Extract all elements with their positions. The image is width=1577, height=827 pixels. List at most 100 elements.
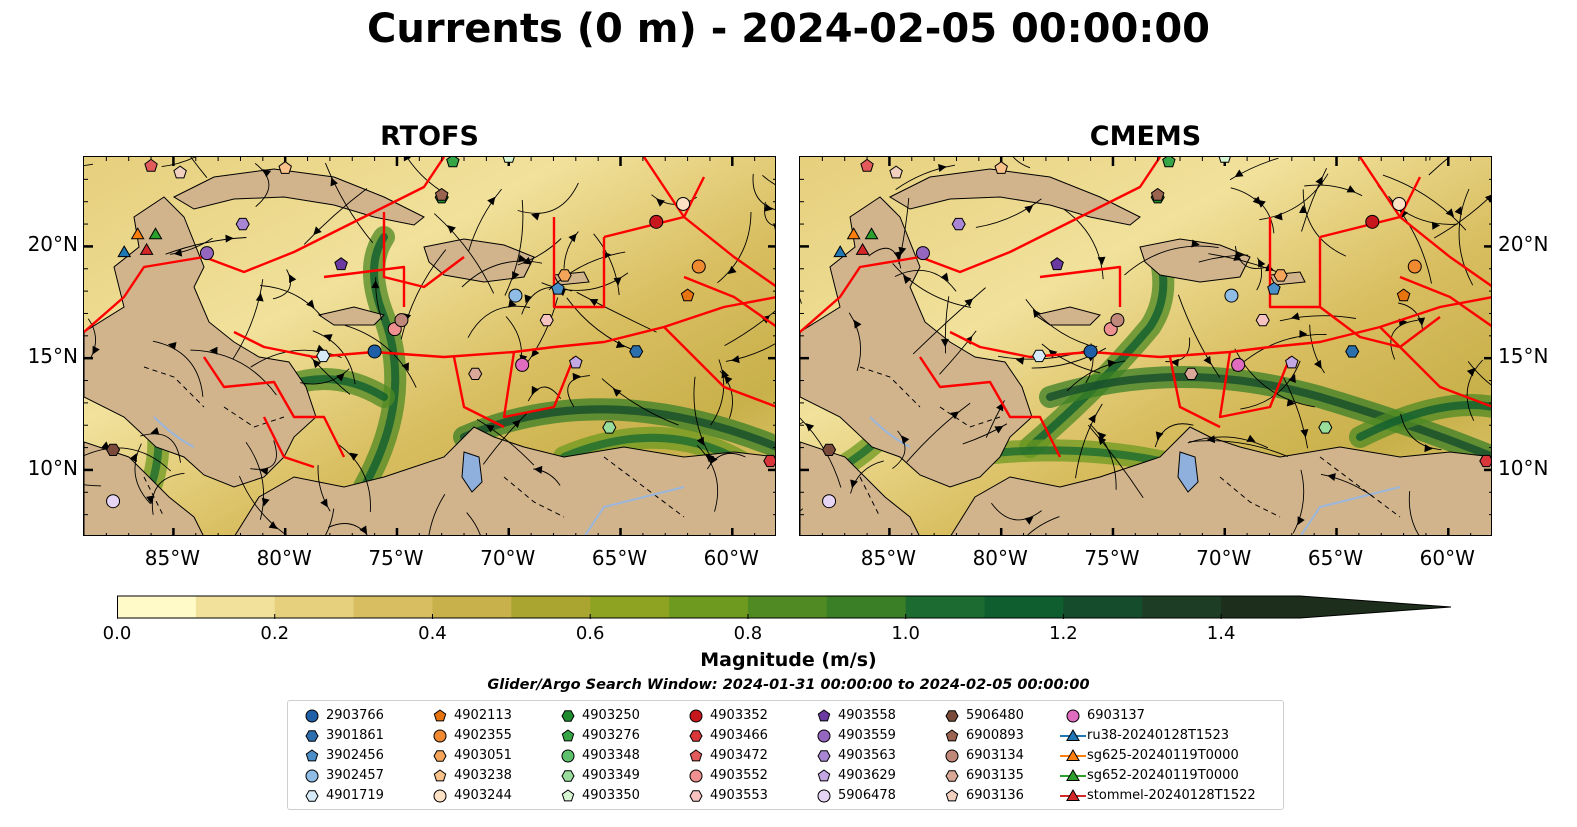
float-marker (515, 357, 530, 372)
float-marker (889, 165, 903, 179)
float-marker (434, 187, 449, 201)
legend-label: 6903136 (966, 788, 1024, 803)
float-marker (539, 314, 554, 327)
float-marker (1345, 345, 1360, 358)
colorbar-tick-label: 1.2 (1049, 623, 1078, 644)
legend-marker-icon (561, 729, 575, 742)
legend-label: 4903552 (710, 768, 768, 783)
colorbar (117, 595, 1452, 619)
float-marker (1479, 454, 1491, 468)
longitude-tick-label: 75°W (368, 546, 424, 570)
float-marker (106, 443, 121, 456)
legend-marker-icon (1060, 749, 1086, 761)
legend-marker-icon (305, 730, 319, 742)
legend-label: 4903558 (838, 708, 896, 723)
legend-marker-icon (433, 709, 447, 722)
colorbar-segment (432, 596, 512, 618)
glider-marker (864, 227, 879, 240)
float-marker (994, 161, 1008, 174)
float-marker (1392, 196, 1407, 211)
colorbar-tick-label: 1.4 (1206, 623, 1236, 644)
legend-label: 4903349 (582, 768, 640, 783)
legend-label: 5906480 (966, 708, 1024, 723)
colorbar-tick-label: 0.2 (260, 623, 290, 644)
panel-title-cmems: CMEMS (1089, 121, 1202, 152)
longitude-tick-label: 80°W (972, 546, 1028, 570)
latitude-tick-label: 15°N (27, 344, 78, 369)
legend-marker-icon (945, 749, 959, 763)
float-marker (468, 367, 483, 380)
glider-marker (139, 242, 154, 255)
float-marker (1224, 288, 1239, 303)
float-marker (1032, 349, 1047, 363)
longitude-tick-label: 70°W (1196, 546, 1252, 570)
float-marker (822, 443, 837, 456)
legend-label: 4903238 (454, 768, 512, 783)
float-marker (557, 269, 572, 282)
colorbar-segment (117, 596, 197, 618)
float-marker (629, 345, 644, 358)
colorbar-tick-label: 0.6 (575, 623, 605, 644)
float-marker (676, 196, 691, 211)
legend-marker-icon (689, 769, 703, 783)
latitude-tick-label: 15°N (1498, 344, 1549, 369)
latitude-tick-label: 20°N (27, 232, 78, 257)
legend-marker-icon (433, 729, 447, 743)
float-marker (199, 246, 214, 261)
legend-label: 4903472 (710, 748, 768, 763)
colorbar-segment (195, 596, 276, 618)
legend-marker-icon (433, 789, 447, 803)
legend-label: 6900893 (966, 728, 1024, 743)
colorbar-segment (747, 596, 828, 618)
glider-marker (846, 227, 861, 240)
legend-marker-icon (817, 709, 831, 722)
float-marker (569, 355, 583, 369)
float-marker (1318, 421, 1333, 434)
float-marker (1365, 214, 1380, 229)
legend-marker-icon (1060, 729, 1086, 741)
legend-label: sg625-20240119T0000 (1087, 748, 1239, 763)
float-marker (278, 161, 292, 174)
colorbar-segment (1142, 596, 1222, 618)
legend-marker-icon (689, 709, 703, 723)
legend-label: 4903244 (454, 788, 512, 803)
legend-marker-icon (945, 789, 959, 802)
float-marker (1184, 367, 1199, 380)
colorbar-segment (1063, 596, 1143, 618)
legend-marker-icon (305, 749, 319, 762)
legend-label: 4903276 (582, 728, 640, 743)
search-window-text: Glider/Argo Search Window: 2024-01-31 00… (487, 677, 1090, 693)
longitude-tick-label: 70°W (480, 546, 536, 570)
legend-marker-icon (817, 750, 831, 762)
float-marker (1083, 344, 1098, 359)
legend-label: ru38-20240128T1523 (1087, 728, 1230, 743)
legend-marker-icon (433, 750, 447, 762)
legend-label: 6903135 (966, 768, 1024, 783)
float-marker (822, 494, 837, 509)
colorbar-segment (1221, 596, 1301, 618)
float-marker (106, 494, 121, 509)
panel-title-rtofs: RTOFS (380, 121, 479, 152)
longitude-tick-label: 75°W (1084, 546, 1140, 570)
legend-marker-icon (689, 730, 703, 742)
float-marker (1273, 269, 1288, 282)
legend-marker-icon (1060, 789, 1086, 801)
legend-marker-icon (305, 709, 319, 723)
colorbar-tick-label: 1.0 (891, 623, 920, 644)
latitude-tick-label: 10°N (27, 455, 78, 480)
float-marker (602, 421, 617, 434)
legend-label: stommel-20240128T1522 (1087, 788, 1256, 803)
legend-label: 4903051 (454, 748, 512, 763)
latitude-tick-label: 10°N (1498, 455, 1549, 480)
float-marker (915, 246, 930, 261)
longitude-tick-label: 60°W (1419, 546, 1475, 570)
legend-label: 3902457 (326, 768, 384, 783)
colorbar-tick-label: 0.0 (102, 623, 132, 644)
legend-label: 2903766 (326, 708, 384, 723)
colorbar-tick-label: 0.4 (418, 623, 447, 644)
float-marker (367, 344, 382, 359)
legend-label: 3902456 (326, 748, 384, 763)
legend-marker-icon (817, 769, 831, 782)
float-marker (316, 349, 331, 363)
legend-marker-icon (305, 790, 319, 802)
